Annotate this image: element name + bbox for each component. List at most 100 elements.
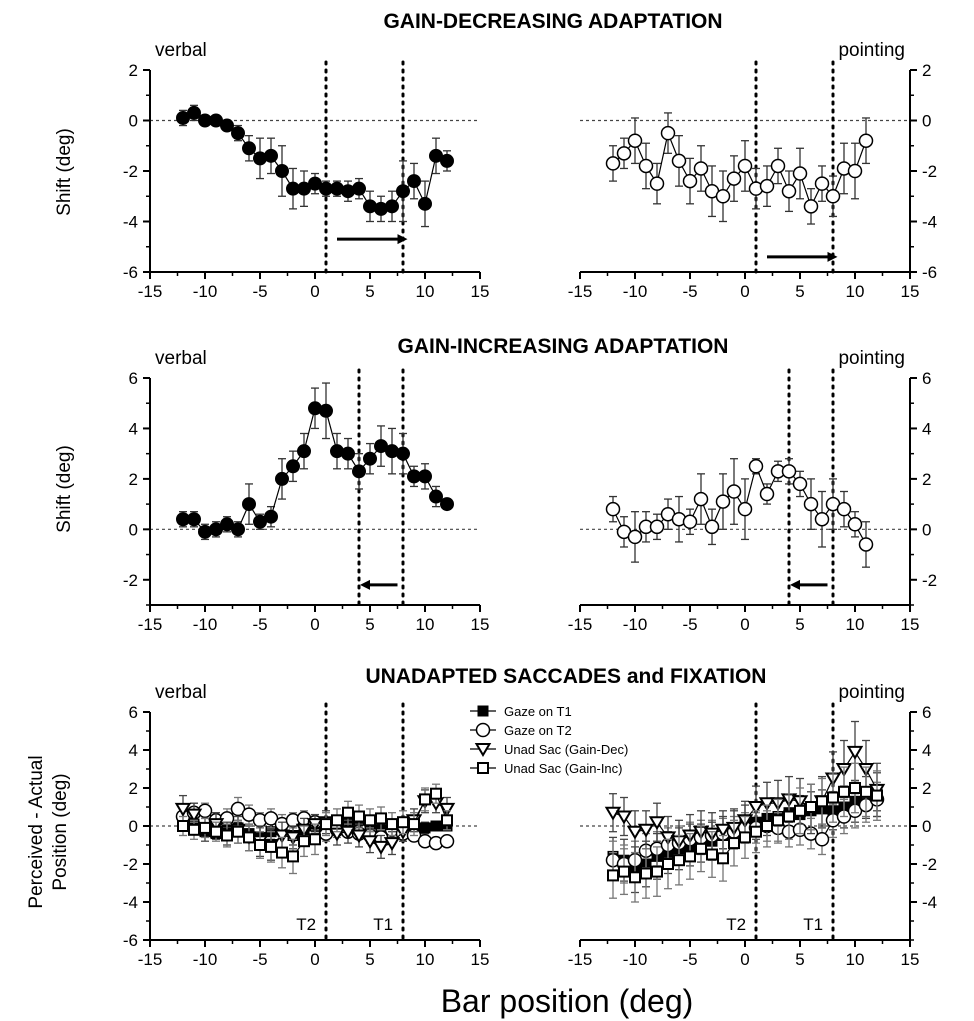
y-tick-label: 4 [922,419,931,438]
title-gain-decreasing: GAIN-DECREASING ADAPTATION [383,10,722,33]
data-point [651,865,663,878]
data-point [847,163,863,179]
y-tick-label: 6 [129,369,138,388]
y-tick-label: 6 [922,369,931,388]
data-point [858,133,874,148]
series-unad-sac-gain-inc- [607,762,883,903]
y-tick-label: 2 [129,470,138,489]
data-point [475,722,491,738]
data-point [474,743,492,757]
data-point [836,501,852,517]
x-tick-label: 10 [416,950,435,969]
x-tick-label: 10 [846,950,865,969]
x-tick-label: -5 [682,615,697,634]
data-point [739,831,751,844]
series-unad-sac-gain-inc- [177,783,453,875]
data-point [429,489,443,504]
y-tick-label: -2 [922,571,937,590]
data-point [241,807,257,822]
data-point [715,494,731,509]
data-point [221,829,233,842]
data-point [232,825,244,838]
data-point [860,785,872,798]
data-point [220,118,234,133]
data-point [230,801,246,817]
data-point [187,105,201,120]
data-point [783,810,795,823]
x-tick-label: -10 [623,950,648,969]
ylabel-bottom-line: Position (deg) [50,773,71,890]
data-point [706,848,718,861]
series [605,458,874,568]
x-tick-label: 0 [310,282,319,301]
data-point [298,835,310,848]
data-point [792,476,808,492]
data-point [827,791,839,804]
target-label: T1 [803,915,823,934]
data-point [243,831,255,844]
data-point [231,522,245,537]
x-tick-label: -10 [623,615,648,634]
data-point [803,199,819,214]
legend-entry: Unad Sac (Gain-Inc) [470,761,623,776]
data-point [871,789,883,802]
data-point [319,403,333,418]
data-point [438,802,456,817]
x-tick-label: -5 [252,950,267,969]
data-point [747,801,765,815]
data-point [372,840,390,855]
data-point [339,825,357,840]
x-tick-label: 5 [795,950,804,969]
ylabel-bottom: Perceived - Actual Position (deg) [26,755,71,908]
data-point [605,501,621,517]
data-point [210,825,222,838]
data-point [242,141,256,156]
data-point [188,823,200,836]
y-tick-label: 4 [129,741,138,760]
x-tick-label: 15 [901,950,920,969]
data-point [792,166,808,181]
x-tick-label: -5 [252,615,267,634]
x-tick-label: -15 [568,615,593,634]
y-tick-label: 0 [922,520,931,539]
data-point [814,511,830,527]
data-point [418,469,432,484]
data-point [803,496,819,512]
data-point [673,854,685,867]
legend-label: Gaze on T2 [504,723,572,738]
data-point [770,158,786,174]
x-tick-label: -10 [193,282,218,301]
data-point [418,196,432,211]
x-tick-label: -5 [682,282,697,301]
x-tick-label: -15 [568,282,593,301]
data-point [640,867,652,880]
y-tick-label: 6 [129,703,138,722]
data-point [750,825,762,838]
data-point [693,491,709,507]
data-point [726,484,742,499]
data-point [781,464,797,479]
target-label: T2 [296,915,316,934]
data-point [341,446,355,461]
data-point [275,164,289,178]
data-point [477,762,489,774]
data-point [419,822,431,834]
data-point [849,782,861,794]
x-tick-label: -15 [568,950,593,969]
x-tick-label: 0 [740,950,749,969]
data-point [715,189,731,204]
data-point [441,814,453,827]
y-tick-label: -6 [123,263,138,282]
legend-entry: Unad Sac (Gain-Dec) [470,742,628,757]
data-point [618,865,630,878]
panel-dec_verbal: -15 -10 -5 0 5 10 15 -6 -4 -2 0 2 verbal [123,40,490,301]
data-point [759,486,775,502]
data-point [375,812,387,825]
data-point [726,171,742,186]
x-tick-label: 15 [471,282,490,301]
arrow-head [397,234,408,245]
y-tick-label: -4 [123,893,138,912]
y-tick-label: 6 [922,703,931,722]
data-point [682,514,698,530]
